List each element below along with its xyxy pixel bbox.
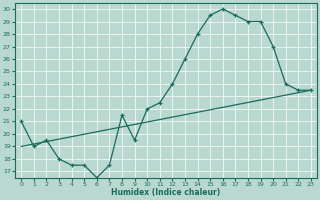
X-axis label: Humidex (Indice chaleur): Humidex (Indice chaleur)	[111, 188, 221, 197]
